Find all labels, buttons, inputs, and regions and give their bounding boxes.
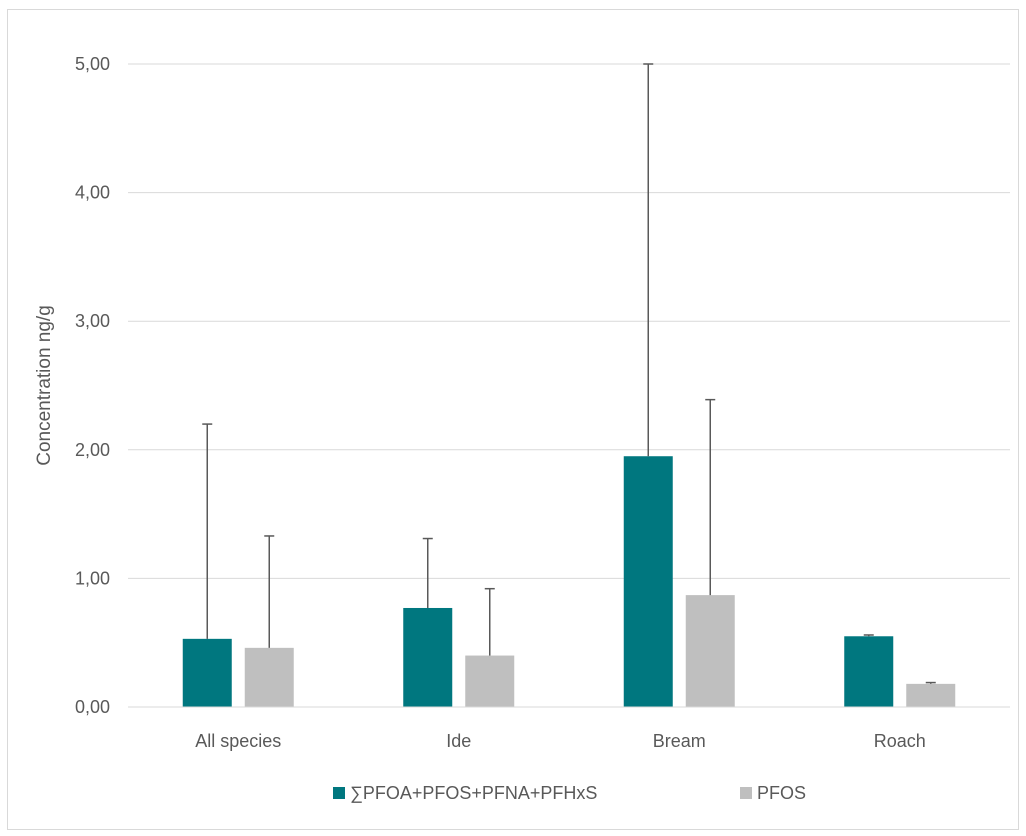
bar bbox=[182, 638, 232, 707]
x-axis-ticks: All species Ide Bream Roach bbox=[195, 731, 926, 751]
x-tick-label: All species bbox=[195, 731, 281, 751]
bar bbox=[685, 595, 735, 707]
y-tick-label: 2,00 bbox=[75, 440, 110, 460]
x-tick-label: Roach bbox=[874, 731, 926, 751]
bars bbox=[182, 456, 956, 707]
y-tick-label: 3,00 bbox=[75, 311, 110, 331]
y-tick-label: 5,00 bbox=[75, 54, 110, 74]
bar bbox=[403, 607, 453, 707]
bar bbox=[465, 655, 515, 707]
bar bbox=[906, 683, 956, 707]
bar bbox=[844, 636, 894, 707]
chart-frame: 0,00 1,00 2,00 3,00 4,00 5,00 All species Ide B… bbox=[7, 9, 1019, 830]
bar bbox=[623, 456, 673, 707]
y-axis-ticks: 0,00 1,00 2,00 3,00 4,00 5,00 bbox=[75, 54, 110, 717]
legend-label: PFOS bbox=[757, 783, 806, 803]
y-tick-label: 0,00 bbox=[75, 697, 110, 717]
legend-label: ∑PFOA+PFOS+PFNA+PFHxS bbox=[350, 783, 597, 803]
legend: ∑PFOA+PFOS+PFNA+PFHxS PFOS bbox=[333, 783, 806, 803]
bar bbox=[244, 647, 294, 707]
y-tick-label: 4,00 bbox=[75, 183, 110, 203]
y-tick-label: 1,00 bbox=[75, 568, 110, 588]
legend-swatch bbox=[333, 787, 345, 799]
legend-swatch bbox=[740, 787, 752, 799]
error-bars bbox=[202, 63, 936, 684]
y-axis-title: Concentration ng/g bbox=[34, 305, 55, 466]
x-tick-label: Ide bbox=[446, 731, 471, 751]
bar-chart: 0,00 1,00 2,00 3,00 4,00 5,00 All species Ide B… bbox=[34, 54, 1010, 803]
gridlines bbox=[128, 63, 1010, 579]
x-tick-label: Bream bbox=[653, 731, 706, 751]
